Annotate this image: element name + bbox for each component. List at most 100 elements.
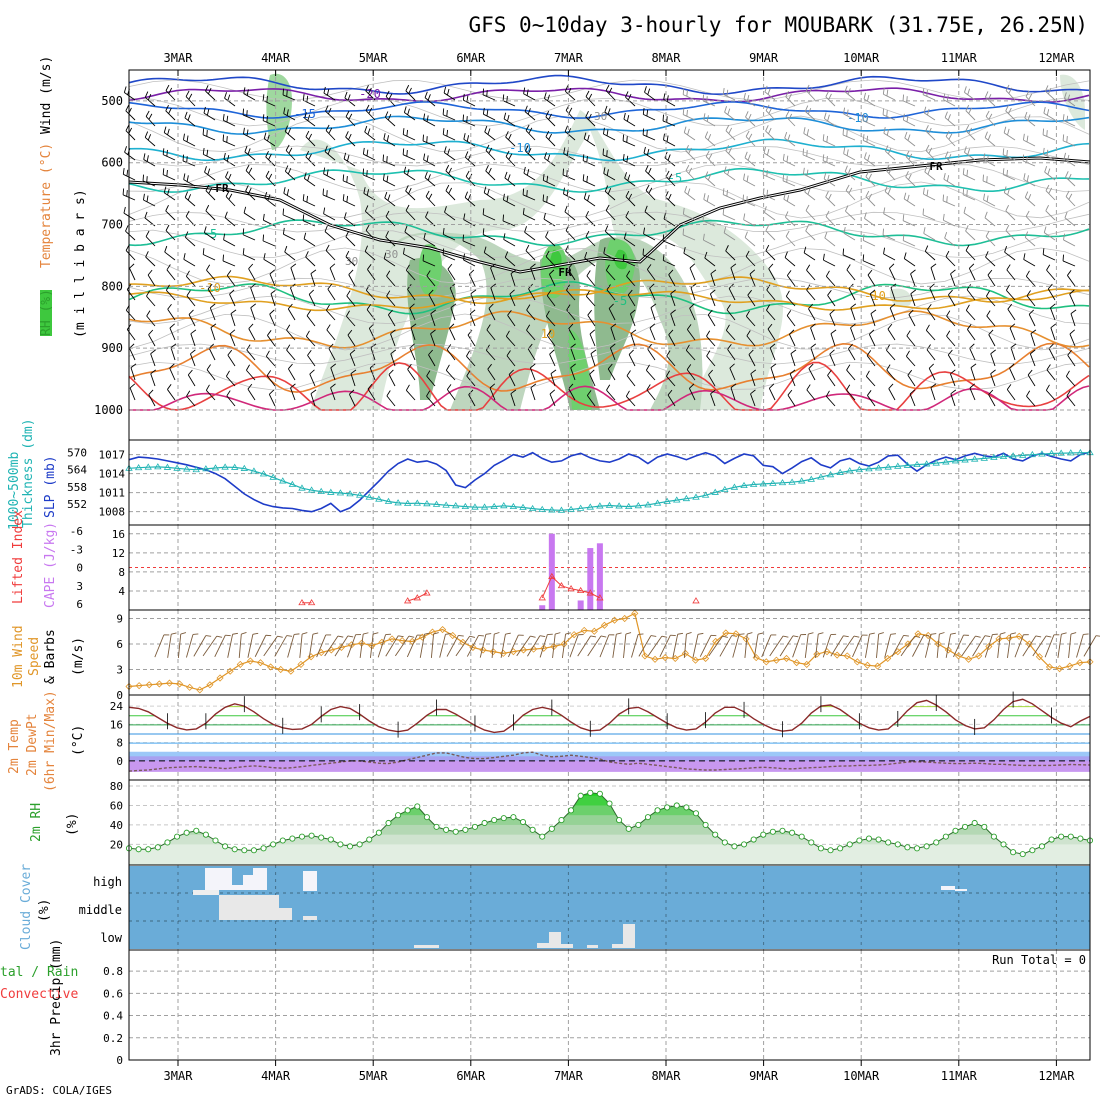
wind10-point xyxy=(995,635,1003,643)
wind10-barb-staff xyxy=(263,635,278,657)
panel-backgrounds xyxy=(129,866,1090,949)
wind-barb-flag xyxy=(628,349,634,355)
wind-barb xyxy=(950,269,956,287)
wind-barb-staff xyxy=(167,309,176,321)
wind-barb xyxy=(482,208,496,221)
wind-barb-staff xyxy=(604,191,616,201)
wind-barb xyxy=(844,85,856,101)
wind-barb-flag xyxy=(945,250,950,257)
wind10-barb xyxy=(254,634,272,657)
rh2m-point xyxy=(904,844,911,851)
wind-barb-flag xyxy=(784,211,789,218)
wind-barb xyxy=(986,310,996,327)
wind-barb-flag xyxy=(1062,114,1065,121)
rh2m-point xyxy=(865,835,873,842)
wind-barb-staff xyxy=(323,92,336,101)
wind-barb xyxy=(624,172,636,187)
wind-barb xyxy=(1025,270,1036,287)
temp-ylabel-1: 2m Temp xyxy=(7,719,22,774)
wind10-barb-flag xyxy=(600,635,607,638)
temp-contour xyxy=(128,342,1090,393)
wind-barb-flag xyxy=(966,169,969,177)
wind10-point xyxy=(155,680,163,688)
wind-barb-staff xyxy=(563,153,576,161)
wind-barb-staff xyxy=(768,268,776,281)
wind-barb-flag xyxy=(266,95,268,103)
wind-barb-staff xyxy=(770,367,776,381)
wind-barb-flag xyxy=(248,263,254,269)
wind-barb-flag xyxy=(349,389,355,395)
wind10-point xyxy=(469,643,477,651)
wind-barb xyxy=(984,131,996,147)
wind-barb-flag xyxy=(326,324,331,331)
upper-ylabel-rh: RH (%) xyxy=(39,289,54,336)
wind-barb-flag xyxy=(245,164,250,171)
wind-barb xyxy=(750,369,757,387)
precip-ylabel: 3hr Precip (mm) xyxy=(49,939,64,1056)
wind-barb-flag xyxy=(303,232,307,240)
wind-barb-flag xyxy=(210,303,216,309)
wind-barb xyxy=(846,384,856,401)
wind-barb-flag xyxy=(848,187,853,194)
wind10-point xyxy=(874,662,882,670)
wind-barb-staff xyxy=(263,138,276,147)
cape-bar xyxy=(596,543,603,610)
wind-barb xyxy=(290,383,296,401)
wind-barb-flag xyxy=(845,205,849,212)
rh2m-point xyxy=(769,828,776,835)
wind-barb-flag xyxy=(603,167,606,174)
wind-barb-staff xyxy=(863,140,876,147)
wind-barb-flag xyxy=(883,247,886,254)
rh2m-point xyxy=(481,819,488,827)
wind-barb-flag xyxy=(267,330,272,336)
wind-barb xyxy=(605,204,616,221)
wind-barb xyxy=(385,210,396,227)
wind-barb xyxy=(504,171,516,187)
wind-barb-flag xyxy=(906,330,911,337)
wind-barb-staff xyxy=(670,293,676,307)
wind-barb-flag xyxy=(707,309,713,316)
wind-barb-staff xyxy=(1029,353,1036,367)
wind-barb xyxy=(303,172,316,187)
wind-barb-flag xyxy=(484,125,488,133)
wind-barb-staff xyxy=(287,308,296,321)
wind-barb xyxy=(830,329,837,347)
rh2m-point xyxy=(740,841,748,848)
wind-barb xyxy=(784,251,796,267)
wind-barb xyxy=(183,133,196,147)
wind-barb-flag xyxy=(608,303,614,309)
wind-barb-flag xyxy=(148,389,154,395)
wind-barb-flag xyxy=(806,264,811,271)
wind-barb-flag xyxy=(687,188,691,195)
wind-barb-flag xyxy=(844,165,848,172)
rh-legend-swatch xyxy=(40,290,52,336)
thickness-point xyxy=(788,478,796,485)
wind-barb xyxy=(1069,329,1076,347)
wind-barb xyxy=(663,133,676,147)
wind-barb-flag xyxy=(604,225,609,232)
wind-barb-staff xyxy=(1063,120,1076,127)
thickness-point xyxy=(163,463,172,470)
wind10-barb xyxy=(177,632,187,658)
wind-barb-flag xyxy=(790,349,797,355)
wind-barb-staff xyxy=(285,150,296,161)
wind-barb xyxy=(422,134,436,147)
cloud-background xyxy=(129,866,1090,949)
wind-barb xyxy=(563,187,576,201)
wind-barb xyxy=(449,323,456,341)
wind-barb-flag xyxy=(129,263,135,269)
li-point xyxy=(548,572,556,580)
wind-barb xyxy=(649,323,656,341)
wind-barb xyxy=(544,152,556,167)
rh2m-point xyxy=(635,821,642,828)
wind-barb xyxy=(906,330,916,347)
wind10-point xyxy=(1056,665,1064,673)
wind-barb-flag xyxy=(662,114,664,121)
wind-barb xyxy=(1045,85,1056,101)
cloud-ylabel: Cloud Cover xyxy=(19,864,34,950)
wind-barb-staff xyxy=(424,97,436,107)
wind-barb-flag xyxy=(190,329,197,335)
wind-barb-flag xyxy=(950,269,956,275)
wind-barb-flag xyxy=(746,94,750,102)
wind-barb-flag xyxy=(862,114,865,121)
